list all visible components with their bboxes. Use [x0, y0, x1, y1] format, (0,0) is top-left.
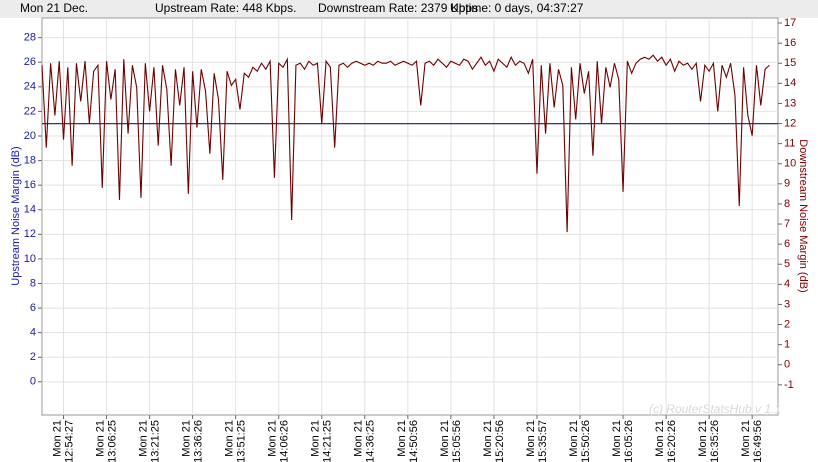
x-tick-label: 14:21:25 — [322, 420, 334, 462]
y2-tick-label: 16 — [784, 37, 796, 49]
y2-tick-label: 4 — [784, 278, 790, 290]
x-tick-label: 16:35:26 — [709, 420, 721, 462]
y-tick-label: 24 — [24, 81, 36, 93]
uptime: Uptime: 0 days, 04:37:27 — [450, 1, 584, 15]
y2-tick-label: 1 — [784, 339, 790, 351]
x-tick-label: 16:05:26 — [623, 420, 635, 462]
y-tick-label: 26 — [24, 56, 36, 68]
y-tick-label: 16 — [24, 179, 36, 191]
upstream-rate: Upstream Rate: 448 Kbps. — [155, 1, 296, 15]
y-tick-label: 28 — [24, 32, 36, 44]
y2-tick-label: 12 — [784, 117, 796, 129]
y2-tick-label: 0 — [784, 359, 790, 371]
y2-tick-label: 15 — [784, 57, 796, 69]
y-tick-label: 6 — [30, 302, 36, 314]
watermark: (c) RouterStatsHub v 1.1 — [649, 402, 781, 416]
x-tick-date: Mon 21 — [310, 420, 322, 457]
y2-tick-label: 13 — [784, 97, 796, 109]
x-tick-date: Mon 21 — [611, 420, 623, 457]
y2-tick-label: 10 — [784, 158, 796, 170]
x-tick-label: 12:54:27 — [63, 420, 75, 462]
y2-tick-label: 6 — [784, 238, 790, 250]
plot-area — [41, 17, 779, 416]
y2-tick-label: 2 — [784, 318, 790, 330]
x-tick-label: 15:50:26 — [580, 420, 592, 462]
y-tick-label: 0 — [30, 376, 36, 388]
downstream-rate: Downstream Rate: 2379 Kbps — [318, 1, 478, 15]
header-bar — [0, 0, 818, 18]
x-tick-date: Mon 21 — [224, 420, 236, 457]
y2-tick-label: 17 — [784, 17, 796, 29]
y-tick-label: 20 — [24, 130, 36, 142]
x-tick-date: Mon 21 — [396, 420, 408, 457]
x-tick-label: 14:06:26 — [279, 420, 291, 462]
y-axis-label: Upstream Noise Margin (dB) — [10, 146, 22, 285]
y2-axis-label: Downstream Noise Margin (dB) — [797, 139, 809, 292]
x-tick-date: Mon 21 — [353, 420, 365, 457]
x-tick-date: Mon 21 — [267, 420, 279, 457]
y2-tick-label: 9 — [784, 178, 790, 190]
x-tick-label: 15:35:57 — [537, 420, 549, 462]
x-tick-label: 16:20:26 — [666, 420, 678, 462]
x-tick-label: 15:20:56 — [494, 420, 506, 462]
x-tick-label: 13:51:25 — [236, 420, 248, 462]
y2-tick-label: 7 — [784, 218, 790, 230]
y2-tick-label: 3 — [784, 298, 790, 310]
series-line — [41, 54, 770, 233]
x-tick-date: Mon 21 — [51, 420, 63, 457]
x-tick-date: Mon 21 — [439, 420, 451, 457]
x-tick-label: 15:05:56 — [451, 420, 463, 462]
x-tick-label: 16:49:56 — [752, 420, 764, 462]
x-tick-date: Mon 21 — [740, 420, 752, 457]
x-tick-label: 14:50:56 — [408, 420, 420, 462]
y-tick-label: 8 — [30, 277, 36, 289]
x-tick-date: Mon 21 — [697, 420, 709, 457]
x-tick-date: Mon 21 — [654, 420, 666, 457]
x-tick-label: 13:36:26 — [193, 420, 205, 462]
y2-tick-label: 11 — [784, 138, 795, 150]
y2-tick-label: 8 — [784, 198, 790, 210]
y-tick-label: 22 — [24, 105, 36, 117]
header-date: Mon 21 Dec. — [20, 1, 88, 15]
x-tick-label: 13:21:25 — [150, 420, 162, 462]
y-tick-label: 18 — [24, 154, 36, 166]
x-tick-date: Mon 21 — [181, 420, 193, 457]
y-tick-label: 10 — [24, 253, 36, 265]
x-tick-date: Mon 21 — [525, 420, 537, 457]
x-tick-label: 14:36:25 — [365, 420, 377, 462]
x-tick-date: Mon 21 — [568, 420, 580, 457]
y2-tick-label: -1 — [784, 379, 794, 391]
x-tick-date: Mon 21 — [482, 420, 494, 457]
y-tick-label: 14 — [24, 204, 36, 216]
x-tick-date: Mon 21 — [94, 420, 106, 457]
y2-tick-label: 5 — [784, 258, 790, 270]
x-tick-date: Mon 21 — [138, 420, 150, 457]
y-tick-label: 4 — [30, 327, 36, 339]
y-tick-label: 2 — [30, 351, 36, 363]
y2-tick-label: 14 — [784, 77, 796, 89]
x-tick-label: 13:06:25 — [106, 420, 118, 462]
y-tick-label: 12 — [24, 228, 36, 240]
